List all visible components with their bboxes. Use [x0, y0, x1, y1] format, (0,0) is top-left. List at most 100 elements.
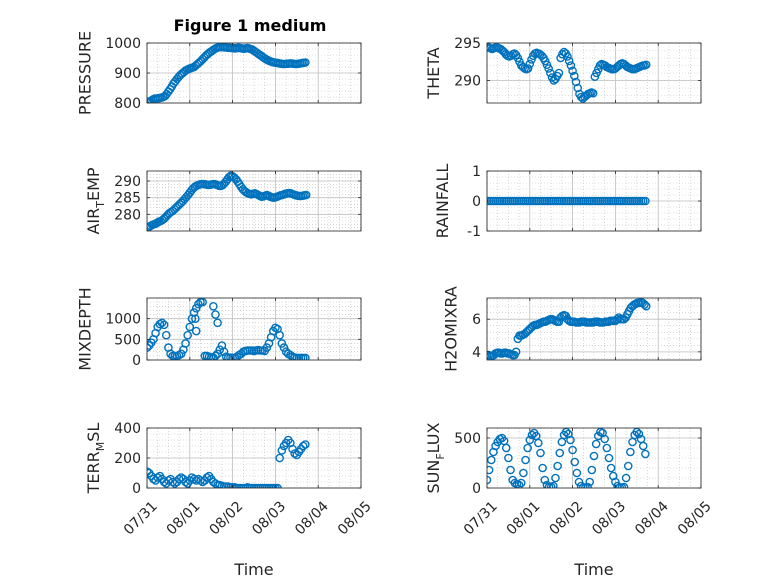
chart-7-sun_flux-point	[623, 461, 633, 471]
chart-4-mixdepth-point	[277, 339, 287, 348]
chart-5-h2omixra-point	[640, 300, 649, 309]
chart-7-sun_flux-minor-grid	[487, 427, 701, 489]
chart-1-theta-point	[641, 60, 651, 70]
chart-1-theta-point	[544, 64, 553, 73]
chart-7-sun_flux-xtick-label: 07/31	[461, 498, 501, 538]
chart-5-h2omixra-point	[641, 301, 651, 311]
chart-1-theta-point	[571, 77, 581, 87]
chart-4-mixdepth-ytick-label: 0	[132, 353, 141, 369]
chart-2-air_temp-ytick-label: 280	[114, 207, 141, 223]
chart-1-theta-point	[525, 59, 535, 69]
chart-6-terr_msl-point	[243, 482, 252, 488]
chart-4-mixdepth-point	[161, 330, 171, 340]
chart-1-theta-point	[554, 68, 564, 78]
chart-6-terr_msl-point	[170, 479, 180, 488]
chart-7-sun_flux-point	[572, 468, 582, 478]
chart-3-rainfall-point	[641, 196, 650, 206]
chart-4-mixdepth-ticks	[146, 298, 362, 361]
chart-6-terr_msl: 0 200 400 07/31 08/01 08/02 08/03 08/04 08/05 Tim…	[84, 421, 375, 579]
chart-7-sun_flux-point	[589, 451, 599, 461]
chart-7-sun_flux-point	[553, 461, 562, 471]
chart-7-sun_flux-point	[619, 482, 629, 488]
chart-7-sun_flux-point	[504, 453, 513, 463]
chart-7-sun_flux-point	[585, 477, 595, 487]
chart-4-mixdepth: 0 500 1000 MIXDEPTH	[76, 287, 362, 371]
chart-7-sun_flux-xtick-label: 08/01	[504, 498, 544, 538]
chart-0-pressure-series	[147, 43, 310, 103]
chart-1-theta: 290 295 THETA	[424, 36, 702, 104]
chart-6-terr_msl-xtick-label: 08/02	[207, 498, 247, 538]
chart-7-sun_flux-point	[523, 443, 532, 453]
chart-7-sun_flux-point	[506, 465, 515, 475]
chart-4-mixdepth-point	[226, 353, 235, 360]
chart-7-sun_flux-xtick-label: 08/04	[632, 498, 672, 538]
figure-title: Figure 1 medium	[174, 16, 327, 35]
chart-2-air_temp-point	[301, 190, 311, 200]
chart-7-sun_flux-point	[600, 434, 610, 444]
chart-6-terr_msl-point	[224, 482, 233, 488]
chart-4-mixdepth-point	[157, 318, 167, 328]
chart-7-sun_flux-point	[587, 465, 597, 475]
chart-1-theta-series	[487, 43, 651, 103]
chart-0-pressure-ticks	[146, 42, 362, 104]
chart-4-mixdepth-ytick-label: 1000	[105, 312, 141, 328]
chart-7-sun_flux-xtick-label: 08/02	[547, 498, 587, 538]
chart-7-sun_flux-ytick-label: 500	[454, 431, 481, 447]
chart-7-sun_flux-point	[583, 482, 592, 488]
chart-1-theta-point	[568, 66, 577, 76]
chart-7-sun_flux-point	[641, 449, 650, 459]
chart-7-sun_flux-ticks	[486, 428, 702, 489]
chart-0-pressure-ytick-label: 800	[114, 96, 141, 112]
chart-4-mixdepth-point	[189, 308, 199, 317]
chart-5-h2omixra: 4 6 H2OMIXRA	[441, 286, 702, 372]
chart-6-terr_msl-point	[277, 446, 287, 455]
chart-7-sun_flux-axes-box	[486, 427, 702, 489]
chart-7-sun_flux-point	[568, 445, 577, 455]
chart-1-theta-point	[588, 88, 598, 98]
chart-6-terr_msl-xtick-label: 08/05	[335, 498, 375, 538]
chart-1-theta-ylabel: THETA	[424, 47, 443, 99]
chart-1-theta-point	[573, 83, 583, 93]
chart-6-terr_msl-point	[147, 467, 152, 476]
chart-7-sun_flux-point	[501, 443, 511, 453]
chart-7-sun_flux-point	[566, 435, 575, 445]
chart-7-sun_flux-xlabel: Time	[573, 560, 613, 579]
chart-4-mixdepth-point	[262, 343, 272, 352]
chart-1-theta-point	[576, 92, 586, 102]
chart-6-terr_msl-point	[290, 449, 299, 458]
chart-6-terr_msl-xtick-label: 08/01	[164, 498, 204, 538]
chart-3-rainfall: -1 0 1 RAINFALL	[433, 164, 702, 240]
chart-4-mixdepth-point	[194, 299, 203, 309]
chart-7-sun_flux-point	[606, 463, 616, 473]
chart-7-sun_flux-point	[540, 475, 550, 485]
chart-4-mixdepth-point	[191, 314, 200, 323]
chart-4-mixdepth-point	[209, 301, 218, 311]
chart-4-mixdepth-point	[181, 339, 190, 348]
chart-2-air_temp-axes-box	[146, 170, 362, 232]
chart-3-rainfall-ytick-label: 0	[472, 194, 481, 210]
chart-7-sun_flux-point	[638, 441, 648, 451]
chart-4-mixdepth-point	[191, 326, 201, 336]
chart-4-mixdepth-point	[176, 349, 186, 359]
chart-1-theta-point	[558, 49, 567, 59]
chart-5-h2omixra-ytick-label: 4	[472, 345, 481, 361]
chart-5-h2omixra-series	[487, 298, 651, 360]
chart-4-mixdepth-point	[183, 330, 192, 340]
chart-7-sun_flux-point	[538, 463, 547, 473]
chart-7-sun_flux-xtick-label: 08/05	[675, 498, 715, 538]
chart-6-terr_msl-point	[230, 482, 240, 488]
chart-0-pressure: 800 900 1000 PRESSURE	[76, 31, 362, 115]
chart-7-sun_flux-point	[604, 453, 614, 463]
chart-6-terr_msl-series	[147, 435, 310, 488]
chart-7-sun_flux-point	[516, 478, 526, 488]
chart-6-terr_msl-ytick-label: 400	[114, 421, 141, 437]
chart-2-air_temp-ylabel: AIRTEMP	[84, 167, 107, 234]
chart-4-mixdepth-point	[211, 310, 220, 319]
chart-7-sun_flux-xtick-label: 08/03	[589, 498, 629, 538]
chart-6-terr_msl-point	[176, 473, 186, 482]
chart-7-sun_flux-point	[602, 443, 612, 453]
chart-5-h2omixra-point	[511, 347, 521, 357]
chart-6-terr_msl-ticks	[146, 427, 362, 489]
chart-1-theta-point	[523, 64, 533, 73]
